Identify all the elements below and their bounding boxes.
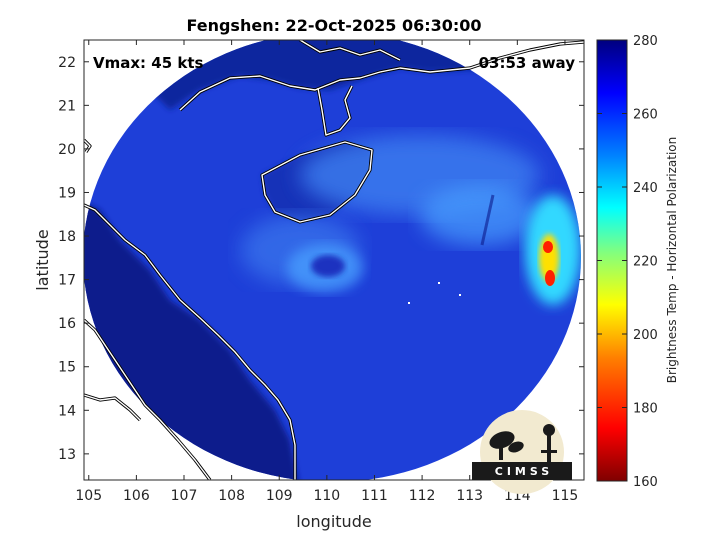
- y-axis-label: latitude: [33, 229, 52, 290]
- y-tick-label: 15: [58, 360, 76, 376]
- moisture-band-east: [420, 185, 540, 245]
- x-tick-label: 105: [75, 488, 102, 504]
- y-tick-label: 20: [58, 142, 76, 158]
- y-tick-label: 18: [58, 229, 76, 245]
- x-axis-ticks: 105 106 107 108 109 110 111 112 113 114 115: [75, 40, 578, 504]
- x-tick-label: 107: [171, 488, 198, 504]
- map-axes: 105 106 107 108 109 110 111 112 113 114 115 131415…: [33, 39, 585, 531]
- y-tick-label: 19: [58, 185, 76, 201]
- swath-seam: [480, 194, 495, 246]
- cimss-logo: CIMSS: [472, 410, 572, 494]
- x-tick-label: 111: [361, 488, 388, 504]
- colorbar-tick-label: 220: [633, 255, 658, 270]
- logo-dish-icon: [489, 424, 557, 462]
- y-tick-label: 13: [58, 447, 76, 463]
- y-tick-label: 14: [58, 403, 76, 419]
- logo-banner: [472, 462, 572, 480]
- colorbar-tick-label: 280: [633, 34, 658, 49]
- figure-title: Fengshen: 22-Oct-2025 06:30:00: [186, 16, 481, 35]
- small-islands: [408, 282, 461, 304]
- y-tick-label: 22: [58, 55, 76, 71]
- colorbar: 160 180 200 220 240 260 280 Brightness Temp - …: [596, 34, 679, 490]
- x-tick-label: 110: [313, 488, 340, 504]
- logo-text: CIMSS: [495, 465, 553, 478]
- x-tick-label: 109: [266, 488, 293, 504]
- eta-label: 03:53 away: [479, 54, 576, 72]
- x-tick-label: 108: [218, 488, 245, 504]
- x-tick-label: 113: [456, 488, 483, 504]
- y-tick-label: 17: [58, 273, 76, 289]
- convection-hot-1: [543, 241, 553, 253]
- colorbar-tick-label: 180: [633, 402, 658, 417]
- coastlines-white: [84, 40, 584, 480]
- colorbar-tick-label: 160: [633, 475, 658, 490]
- vmax-label: Vmax: 45 kts: [93, 54, 203, 72]
- colorbar-label: Brightness Temp - Horizontal Polarizatio…: [665, 137, 679, 384]
- x-tick-label: 106: [123, 488, 150, 504]
- storm-eye: [311, 255, 345, 277]
- colorbar-ticks: 160 180 200 220 240 260 280: [597, 34, 658, 490]
- plot-frame: [83, 39, 585, 481]
- y-axis-ticks: 13 14 15 16 17 18 19 20 21 22: [58, 55, 584, 463]
- x-axis-label: longitude: [296, 512, 371, 531]
- y-tick-label: 21: [58, 98, 76, 114]
- x-tick-label: 112: [409, 488, 436, 504]
- x-tick-label: 115: [552, 488, 579, 504]
- microwave-swath: [84, 40, 581, 480]
- convection-hot-2: [545, 270, 555, 286]
- colorbar-tick-label: 260: [633, 108, 658, 123]
- y-tick-label: 16: [58, 316, 76, 332]
- colorbar-tick-label: 240: [633, 181, 658, 196]
- colorbar-tick-label: 200: [633, 328, 658, 343]
